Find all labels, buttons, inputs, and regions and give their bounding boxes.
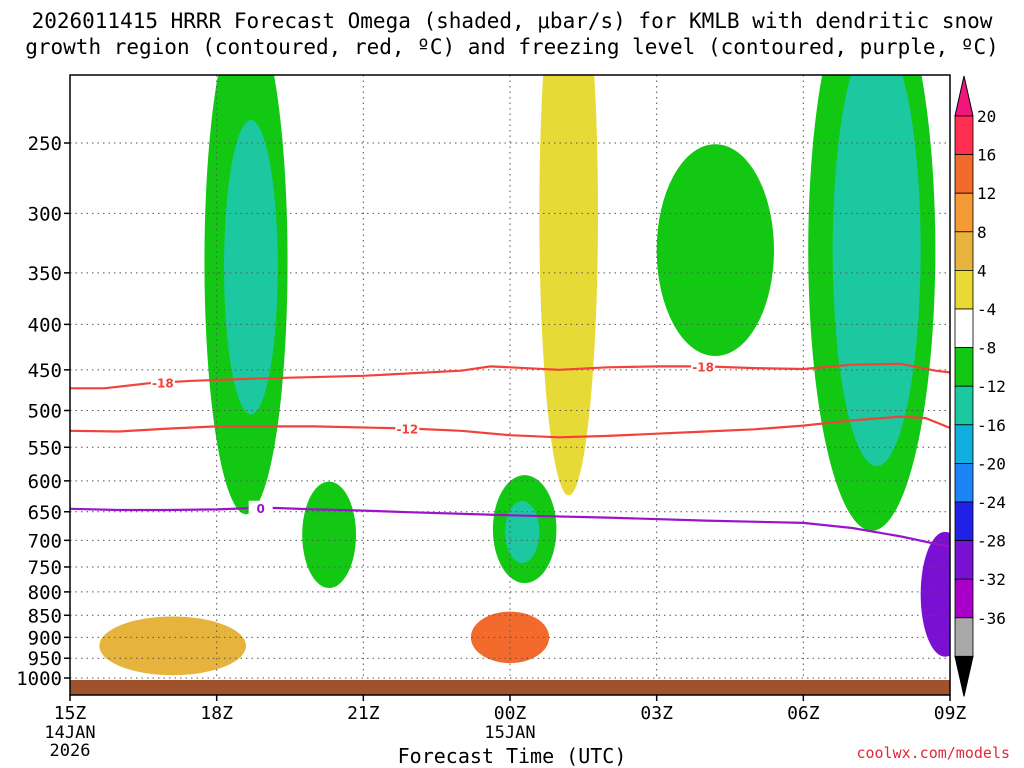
y-tick-label-950: 950: [28, 648, 62, 670]
x-tick-label-00Z: 00Z: [494, 703, 527, 724]
contour-label-bg: [150, 375, 175, 390]
chart-title-line2: growth region (contoured, red, ºC) and f…: [25, 35, 999, 59]
colorbar-top-arrow: [954, 75, 974, 117]
y-tick-label-750: 750: [28, 557, 62, 579]
colorbar-segment-5: [954, 308, 974, 348]
colorbar-label--20: -20: [977, 454, 1006, 473]
omega-shading: [99, 75, 950, 676]
colorbar-segment-12: [954, 578, 974, 619]
omega-region-upper-ascent-04z: [656, 144, 774, 357]
x-tick-sublabel-15Z: 14JAN: [44, 723, 95, 743]
omega-region-upper-ascent-18z-core: [224, 120, 278, 415]
x-tick-label-21Z: 21Z: [347, 703, 380, 724]
colorbar-segment-1: [954, 154, 974, 194]
colorbar-segment-6: [954, 347, 974, 387]
y-tick-label-800: 800: [28, 582, 62, 604]
x-tick-sublabel-00Z: 15JAN: [484, 723, 535, 743]
chart-title-line1: 2026011415 HRRR Forecast Omega (shaded, …: [31, 9, 993, 33]
temperature-contours: -18 -18 -12 0: [70, 359, 950, 548]
x-tick-label-15Z: 15Z: [54, 703, 87, 724]
y-tick-label-250: 250: [28, 133, 62, 155]
omega-region-low-ascent-08z: [920, 531, 950, 657]
y-tick-label-300: 300: [28, 203, 62, 225]
colorbar-segment-9: [954, 462, 974, 503]
x-tick-label-06Z: 06Z: [787, 703, 820, 724]
colorbar-segment-10: [954, 501, 974, 541]
colorbar-label--36: -36: [977, 609, 1006, 628]
y-tick-label-400: 400: [28, 314, 62, 336]
y-tick-label-1000: 1000: [16, 668, 62, 690]
y-tick-label-700: 700: [28, 530, 62, 552]
colorbar-segment-2: [954, 192, 974, 233]
colorbar-label-12: 12: [977, 184, 996, 203]
x-axis-label: Forecast Time (UTC): [397, 744, 627, 768]
contour-label-bg: [691, 359, 716, 374]
colorbar-label--28: -28: [977, 532, 1006, 551]
colorbar-label-20: 20: [977, 107, 996, 126]
y-tick-label-500: 500: [28, 401, 62, 423]
x-tick-year-15Z: 2026: [50, 741, 91, 761]
omega-region-upper-descent-01z: [539, 75, 598, 496]
colorbar-segment-7: [954, 385, 974, 426]
colorbar-segment-13: [954, 617, 974, 657]
colorbar-label-16: 16: [977, 146, 996, 165]
contour-label-dgz-18: -18: [152, 376, 174, 390]
contour-dgz-18: [70, 362, 950, 390]
contour-dgz-12: [70, 415, 950, 439]
omega-region-upper-ascent-07z-core: [832, 75, 921, 467]
colorbar-label--24: -24: [977, 493, 1006, 512]
colorbar-segment-0: [954, 115, 974, 155]
y-tick-label-850: 850: [28, 605, 62, 627]
contour-label-bg: [248, 500, 273, 515]
grid-lines: [69, 75, 951, 695]
contour-label-dgz-18: -18: [692, 360, 714, 374]
ground-surface: [70, 680, 950, 695]
colorbar-label-8: 8: [977, 223, 987, 242]
y-tick-label-450: 450: [28, 360, 62, 382]
colorbar-segment-4: [954, 269, 974, 310]
contour-label-dgz-12: -12: [396, 422, 418, 436]
y-tick-label-900: 900: [28, 627, 62, 649]
contour-label-bg: [395, 421, 420, 436]
colorbar-label-4: 4: [977, 261, 987, 280]
contour-label-freezing-level: 0: [256, 502, 264, 516]
colorbar-segment-3: [954, 231, 974, 271]
colorbar-segment-11: [954, 540, 974, 580]
y-tick-label-650: 650: [28, 502, 62, 524]
colorbar-bottom-arrow: [954, 655, 974, 697]
y-tick-label-550: 550: [28, 437, 62, 459]
colorbar-label--16: -16: [977, 416, 1006, 435]
colorbar-segment-8: [954, 424, 974, 464]
y-tick-label-600: 600: [28, 471, 62, 493]
colorbar-label--32: -32: [977, 570, 1006, 589]
colorbar-label--12: -12: [977, 377, 1006, 396]
omega-region-mid-ascent-21z: [302, 481, 356, 589]
colorbar-label--4: -4: [977, 300, 996, 319]
y-axis: 2503003504004505005506006507007508008509…: [16, 133, 70, 690]
contour-freezing-level: [70, 506, 950, 548]
omega-region-low-descent-17z: [99, 616, 246, 676]
x-tick-label-03Z: 03Z: [640, 703, 673, 724]
x-tick-label-09Z: 09Z: [934, 703, 967, 724]
x-tick-label-18Z: 18Z: [200, 703, 233, 724]
y-tick-label-350: 350: [28, 263, 62, 285]
colorbar: 20 16 12 8 4 -4 -8 -12 -16 -20 -24 -28 -32 -36: [954, 75, 1006, 697]
credit-text[interactable]: coolwx.com/models: [856, 744, 1010, 762]
colorbar-label--8: -8: [977, 339, 996, 358]
